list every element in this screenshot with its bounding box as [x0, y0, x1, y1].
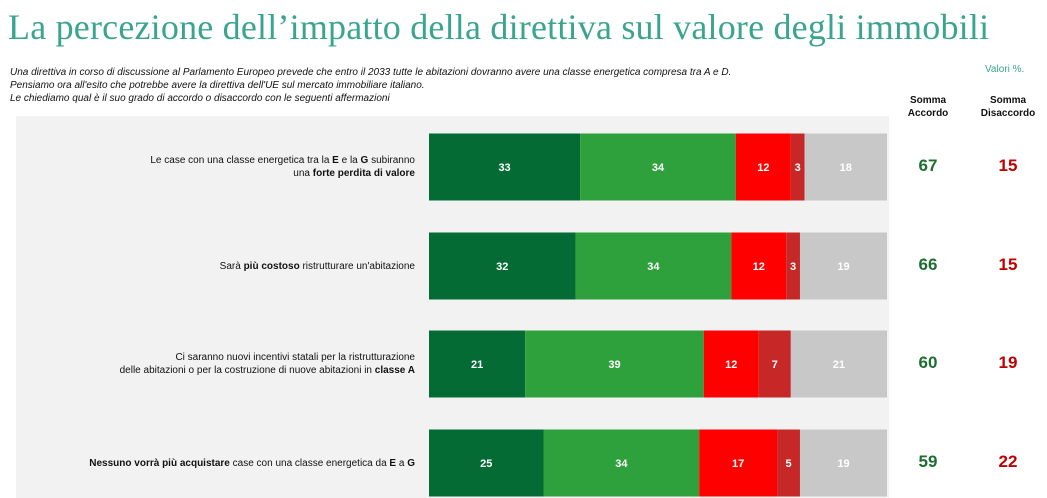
- row-label: Nessuno vorrà più acquistare case con un…: [20, 457, 415, 470]
- bar-segment-molto-daccordo: [429, 232, 576, 300]
- data-label: 12: [725, 359, 737, 371]
- row-label-fragment: subiranno: [368, 155, 415, 166]
- bar-segment-non-sa: [799, 232, 887, 300]
- somma-accordo-value: 66: [918, 255, 938, 274]
- column-header-accordo-line-2: Accordo: [907, 108, 949, 119]
- data-label: 34: [615, 458, 628, 470]
- bar-segment-per-nulla-daccordo: [786, 232, 800, 300]
- data-label: 33: [498, 162, 510, 174]
- intro-text-1: Una direttiva in corso di discussione al…: [10, 67, 732, 78]
- bar-segment-molto-daccordo: [429, 330, 526, 398]
- data-label: 12: [757, 162, 769, 174]
- row-label-fragment: delle abitazioni o per la costruzione di…: [119, 365, 375, 376]
- row-label-fragment: case con una classe energetica da: [229, 457, 390, 469]
- row-label-fragment: e la: [338, 155, 361, 166]
- somma-accordo-value: 59: [918, 452, 938, 471]
- data-label: 34: [647, 261, 660, 273]
- row-label-fragment: a: [396, 457, 408, 469]
- row-label-bold-fragment: forte perdita di valore: [312, 168, 415, 179]
- data-label: 7: [772, 359, 778, 371]
- bar-segment-poco-daccordo: [735, 133, 791, 201]
- data-label: 12: [753, 261, 765, 273]
- row-label-fragment: Ci saranno nuovi incentivi statali per l…: [175, 352, 415, 363]
- bar-segment-abbastanza-daccordo: [575, 232, 732, 300]
- bar-segment-abbastanza-daccordo: [543, 429, 700, 497]
- data-label: 3: [795, 162, 801, 174]
- data-label: 39: [608, 359, 620, 371]
- row-label-fragment: Le case con una classe energetica tra la: [150, 155, 333, 166]
- row-label-bold-fragment: G: [360, 155, 369, 166]
- bar-segment-poco-daccordo: [703, 330, 759, 398]
- row-label-fragment: una: [293, 168, 313, 179]
- somma-disaccordo-value: 22: [998, 452, 1018, 471]
- somma-disaccordo-value: 15: [998, 156, 1018, 175]
- bar-segment-poco-daccordo: [699, 429, 778, 497]
- column-header-accordo-line-1: Somma: [909, 95, 947, 106]
- row-label-fragment: ristrutturare un'abitazione: [299, 260, 415, 272]
- bar-segment-molto-daccordo: [429, 429, 544, 497]
- row-label: Le case con una classe energetica tra la…: [20, 154, 415, 180]
- data-label: 3: [790, 261, 796, 273]
- unit-note: Valori %.: [985, 64, 1025, 75]
- row-label-bold-fragment: G: [407, 457, 415, 469]
- row-label-fragment: Sarà: [219, 260, 244, 272]
- row-label-bold-fragment: classe A: [374, 365, 415, 376]
- data-label: 19: [837, 458, 849, 470]
- column-header-somma-disaccordo: Somma Disaccordo: [973, 94, 1043, 120]
- row-label: Sarà più costoso ristrutturare un'abitaz…: [20, 260, 415, 273]
- bar-segment-non-sa: [804, 133, 887, 201]
- column-header-disaccordo-line-2: Disaccordo: [980, 108, 1036, 119]
- data-label: 21: [471, 359, 483, 371]
- data-label: 19: [837, 261, 849, 273]
- data-label: 34: [652, 162, 665, 174]
- row-label-bold-fragment: Nessuno vorrà più acquistare: [89, 457, 230, 469]
- bar-segment-molto-daccordo: [429, 133, 581, 201]
- somma-disaccordo-value: 19: [998, 353, 1018, 372]
- row-label-bold-fragment: più costoso: [243, 260, 300, 272]
- bar-segment-per-nulla-daccordo: [777, 429, 800, 497]
- data-label: 18: [840, 162, 852, 174]
- bar-segment-poco-daccordo: [731, 232, 787, 300]
- bar-segment-abbastanza-daccordo: [525, 330, 704, 398]
- column-header-disaccordo-line-1: Somma: [989, 95, 1027, 106]
- intro-text-3: Le chiediamo qual è il suo grado di acco…: [10, 93, 390, 104]
- bar-segment-non-sa: [790, 330, 887, 398]
- page-title: La percezione dell’impatto della diretti…: [8, 7, 990, 47]
- somma-accordo-value: 60: [918, 353, 938, 372]
- data-label: 25: [480, 458, 492, 470]
- somma-accordo-value: 67: [918, 156, 938, 175]
- bar-segment-per-nulla-daccordo: [790, 133, 805, 201]
- bar-segment-abbastanza-daccordo: [580, 133, 736, 201]
- bar-segment-per-nulla-daccordo: [758, 330, 791, 398]
- data-label: 21: [833, 359, 845, 371]
- column-header-somma-accordo: Somma Accordo: [893, 94, 963, 120]
- intro-text-2: Pensiamo ora all'esito che potrebbe aver…: [10, 80, 425, 91]
- somma-disaccordo-value: 15: [998, 255, 1018, 274]
- row-label: Ci saranno nuovi incentivi statali per l…: [20, 351, 415, 377]
- bar-segment-non-sa: [799, 429, 887, 497]
- row-label-bold-fragment: E: [389, 457, 397, 469]
- row-label-bold-fragment: E: [332, 155, 339, 166]
- data-label: 17: [732, 458, 744, 470]
- data-label: 5: [785, 458, 791, 470]
- data-label: 32: [496, 261, 508, 273]
